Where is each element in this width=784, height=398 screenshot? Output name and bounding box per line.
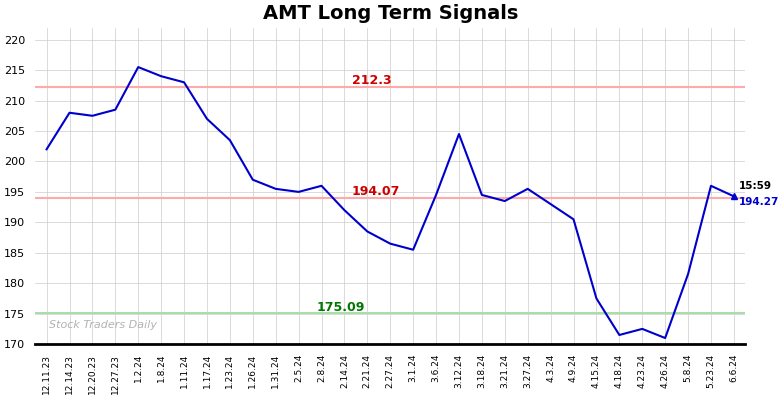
Title: AMT Long Term Signals: AMT Long Term Signals xyxy=(263,4,518,23)
Text: 194.27: 194.27 xyxy=(739,197,779,207)
Text: 212.3: 212.3 xyxy=(352,74,391,87)
Text: Stock Traders Daily: Stock Traders Daily xyxy=(49,320,158,330)
Text: 194.07: 194.07 xyxy=(352,185,401,198)
Text: 175.09: 175.09 xyxy=(317,300,365,314)
Text: 15:59: 15:59 xyxy=(739,181,771,191)
